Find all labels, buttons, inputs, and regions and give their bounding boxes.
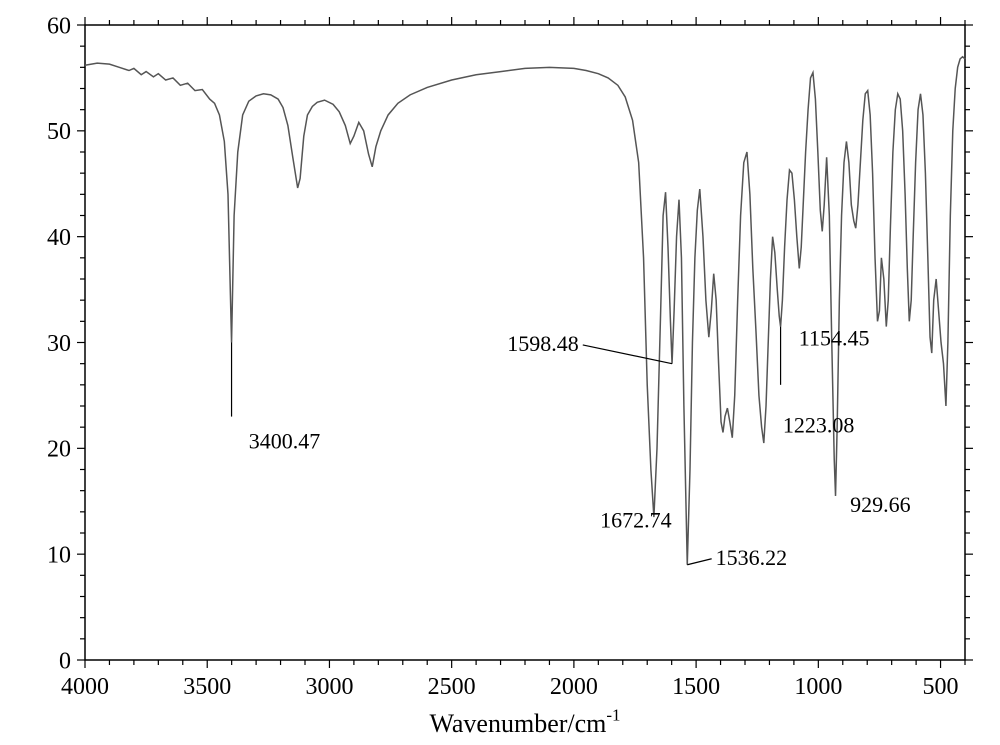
peak-label: 1223.08: [783, 412, 855, 437]
y-tick-label: 60: [47, 13, 71, 39]
y-tick-label: 40: [47, 225, 71, 251]
x-tick-label: 3000: [305, 674, 353, 700]
peak-label: 1536.22: [716, 545, 788, 570]
x-tick-label: 1500: [672, 674, 720, 700]
peak-label: 3400.47: [249, 428, 321, 453]
y-tick-label: 20: [47, 437, 71, 463]
x-tick-label: 500: [923, 674, 959, 700]
peak-label: 1672.74: [600, 508, 672, 533]
x-tick-label: 4000: [61, 674, 109, 700]
y-tick-label: 30: [47, 331, 71, 357]
x-axis-label: Wavenumber/cm-1: [429, 705, 620, 738]
x-tick-label: 1000: [794, 674, 842, 700]
x-tick-label: 2000: [550, 674, 598, 700]
x-tick-label: 2500: [428, 674, 476, 700]
peak-label: 929.66: [850, 492, 911, 517]
peak-leader: [583, 345, 672, 364]
y-tick-label: 50: [47, 119, 71, 145]
x-tick-label: 3500: [183, 674, 231, 700]
y-tick-label: 0: [59, 648, 71, 674]
spectrum-line: [85, 57, 965, 565]
y-tick-label: 10: [47, 543, 71, 569]
peak-label: 1598.48: [507, 331, 579, 356]
peak-label: 1154.45: [799, 326, 870, 351]
ir-spectrum-chart: 4000 3500 3000 2500 2000 1500 1000 500 0 10 20 30 40…: [0, 0, 1000, 745]
chart-svg: 4000 3500 3000 2500 2000 1500 1000 500 0 10 20 30 40…: [0, 0, 1000, 745]
peak-leader: [687, 559, 711, 565]
